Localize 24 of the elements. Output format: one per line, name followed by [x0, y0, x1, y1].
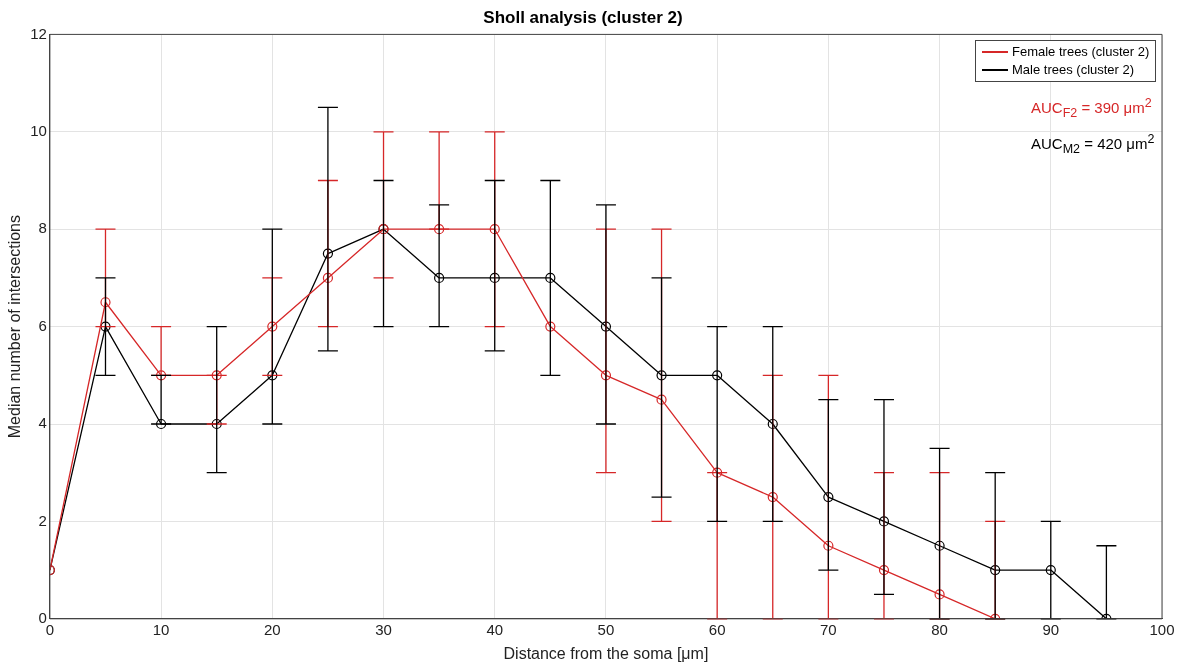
y-tick-label: 12	[30, 24, 47, 42]
x-tick-label: 30	[375, 620, 392, 638]
chart-title: Sholl analysis (cluster 2)	[483, 7, 683, 27]
y-tick-label: 2	[38, 511, 47, 529]
x-tick-label: 70	[820, 620, 837, 638]
y-tick-label: 8	[38, 219, 47, 237]
x-axis-title: Distance from the soma [μm]	[503, 644, 709, 662]
x-tick-label: 80	[931, 620, 948, 638]
annotation: AUC$_{F2}$ = 390 μm$^{2}$	[1031, 95, 1153, 123]
y-tick-label: 0	[38, 608, 47, 626]
legend-label: Male trees (cluster 2)	[1012, 61, 1135, 80]
y-tick-label: 10	[30, 121, 47, 139]
y-tick-label: 6	[38, 316, 47, 334]
legend-label: Female trees (cluster 2)	[1012, 43, 1150, 62]
y-tick-label: 4	[38, 414, 47, 432]
x-tick-label: 50	[597, 620, 615, 638]
y-axis-title: Median number of intersections	[6, 214, 24, 439]
x-tick-label: 90	[1042, 620, 1060, 638]
x-tick-label: 10	[152, 620, 170, 638]
x-tick-label: 20	[263, 620, 281, 638]
x-tick-label: 100	[1149, 620, 1175, 638]
annotation: AUC$_{M2}$ = 420 μm$^{2}$	[1031, 131, 1155, 159]
x-tick-label: 40	[486, 620, 504, 638]
x-tick-label: 60	[708, 620, 726, 638]
